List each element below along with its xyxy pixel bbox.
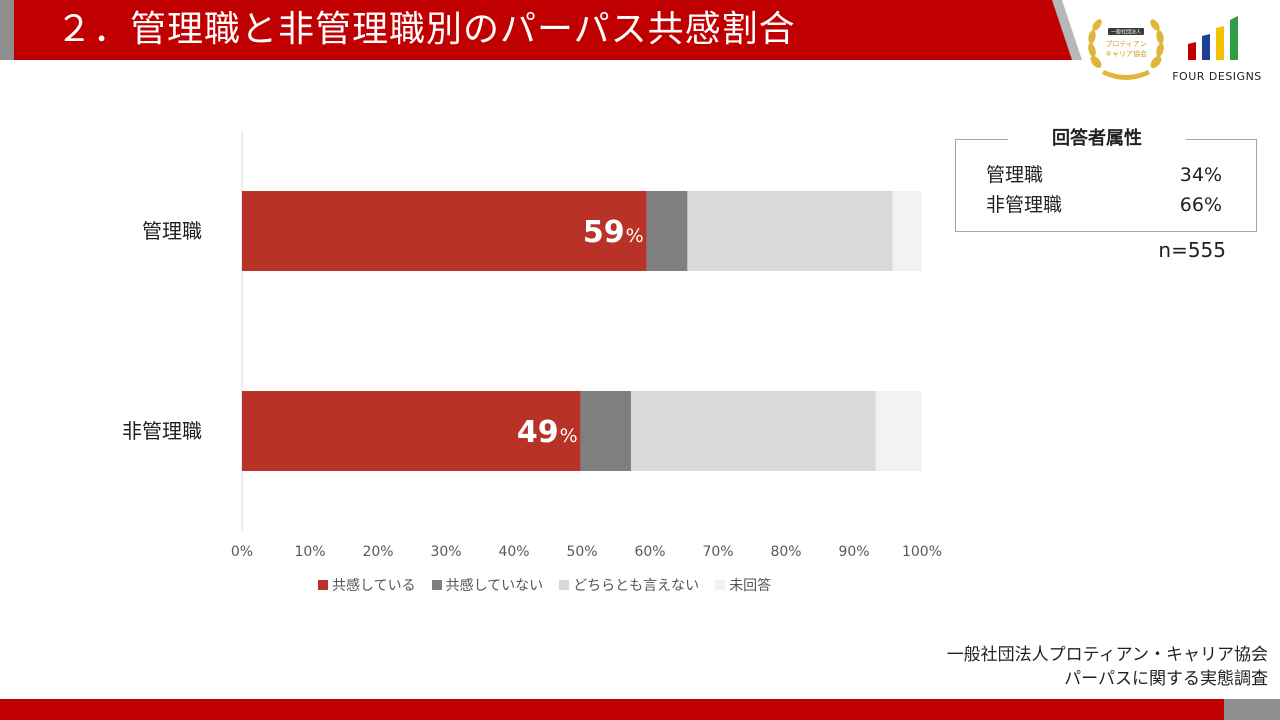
respondent-value: 34% (1179, 164, 1222, 186)
x-tick-label: 60% (634, 544, 665, 560)
footer-band (0, 699, 1224, 720)
title-accent-left (0, 0, 14, 60)
legend-item-disagree: 共感していない (431, 575, 544, 595)
award-line-1: 一般社団法人 (1111, 29, 1141, 36)
bar-segment (242, 391, 581, 471)
bar-segment (242, 191, 647, 271)
bar-segment (687, 191, 893, 271)
legend-item-no-answer: 未回答 (715, 575, 771, 595)
x-tick-label: 50% (566, 544, 597, 560)
legend-item-neutral: どちらとも言えない (559, 575, 699, 595)
respondent-attributes-title: 回答者属性 (1008, 126, 1186, 152)
legend-swatch (318, 580, 328, 590)
page-title: ２．管理職と非管理職別のパーパス共感割合 (56, 9, 796, 50)
category-label: 管理職 (142, 219, 202, 243)
x-tick-label: 0% (231, 544, 253, 560)
source-note: 一般社団法人プロティアン・キャリア協会 パーパスに関する実態調査 (947, 643, 1268, 691)
data-label-unit: % (626, 225, 644, 247)
legend-swatch (559, 580, 570, 590)
x-tick-label: 30% (430, 544, 461, 560)
data-label: 49 (517, 415, 559, 450)
award-laurel-logo: 一般社団法人 プロティアン キャリア協会 (1088, 19, 1164, 80)
bar-segment (875, 391, 922, 471)
bar-segment (580, 391, 631, 471)
title-band (14, 0, 1074, 60)
x-tick-label: 80% (770, 544, 801, 560)
legend-item-agree: 共感している (318, 575, 416, 595)
legend-swatch (431, 580, 442, 590)
four-designs-logo-icon (1188, 16, 1238, 60)
legend-label: 未回答 (729, 578, 772, 594)
x-tick-label: 70% (702, 544, 733, 560)
x-tick-label: 40% (498, 544, 529, 560)
x-tick-label: 90% (838, 544, 869, 560)
respondent-row-non-manager: 非管理職 66% (986, 191, 1226, 219)
x-tick-label: 100% (902, 544, 942, 560)
category-label: 非管理職 (122, 419, 202, 443)
footer-accent-right (1224, 699, 1280, 720)
respondent-label: 管理職 (986, 164, 1044, 186)
award-line-3: キャリア協会 (1105, 49, 1147, 58)
legend-swatch (715, 580, 726, 590)
data-label-unit: % (560, 425, 578, 447)
legend-label: どちらとも言えない (573, 578, 700, 594)
sample-size: n=555 (1158, 238, 1226, 262)
respondent-row-manager: 管理職 34% (986, 161, 1226, 189)
respondent-label: 非管理職 (986, 194, 1063, 216)
x-tick-label: 20% (362, 544, 393, 560)
legend-label: 共感している (332, 578, 416, 594)
source-line-1: 一般社団法人プロティアン・キャリア協会 (946, 645, 1268, 665)
chart-legend: 共感している 共感していない どちらとも言えない 未回答 (318, 575, 771, 595)
source-line-2: パーパスに関する実態調査 (1064, 669, 1268, 689)
respondent-value: 66% (1179, 194, 1222, 216)
legend-label: 共感していない (445, 578, 544, 594)
bar-segment (646, 191, 688, 271)
four-designs-wordmark: FOUR DESIGNS (1172, 70, 1262, 83)
x-tick-label: 10% (294, 544, 325, 560)
award-line-2: プロティアン (1105, 40, 1146, 48)
bar-segment (630, 391, 876, 471)
data-label: 59 (583, 215, 625, 250)
bar-segment (892, 191, 922, 271)
